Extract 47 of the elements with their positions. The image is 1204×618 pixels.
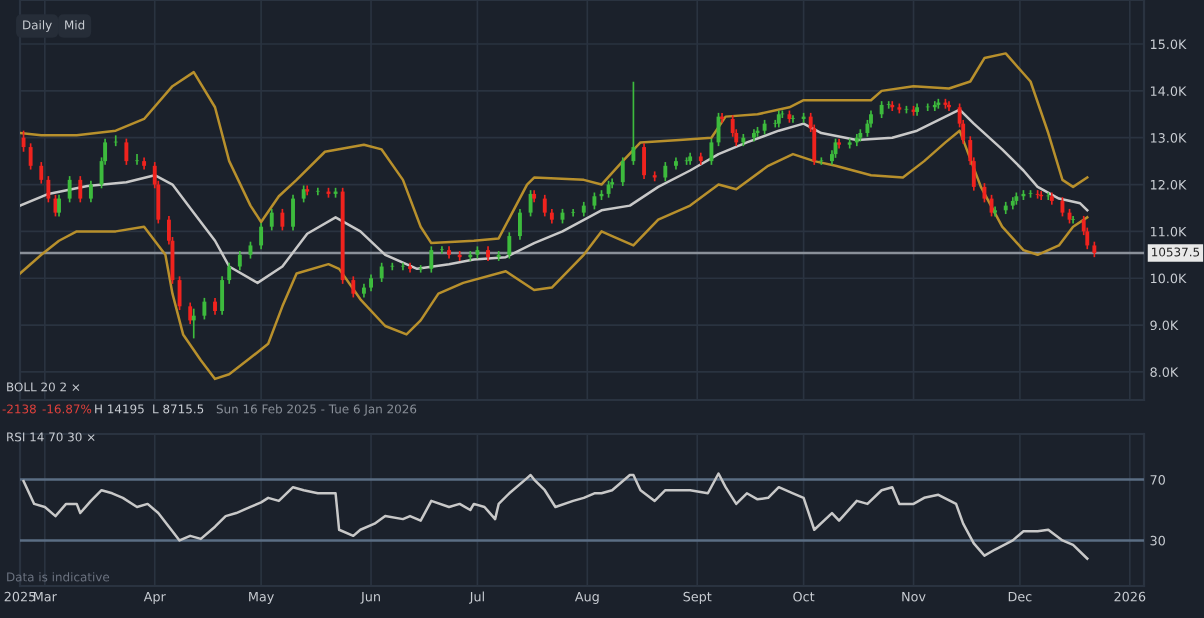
candlestick	[400, 261, 405, 272]
candlestick	[291, 194, 295, 232]
candlestick	[28, 142, 33, 171]
candlestick	[259, 222, 264, 251]
candlestick	[1071, 215, 1076, 225]
candlestick	[67, 175, 72, 204]
candlestick	[379, 261, 384, 283]
candlestick	[620, 156, 625, 187]
candlestick	[390, 261, 395, 272]
candlestick	[57, 194, 61, 218]
candlestick	[39, 161, 44, 185]
candlestick	[663, 161, 668, 183]
candlestick	[418, 264, 423, 274]
candlestick	[351, 275, 356, 299]
candlestick	[886, 100, 891, 110]
candlestick	[982, 182, 987, 204]
candlestick	[124, 137, 129, 166]
candlestick	[135, 153, 139, 166]
candlestick	[88, 179, 93, 204]
line-series	[20, 129, 1089, 381]
line-series	[20, 52, 1089, 245]
candlestick	[730, 114, 735, 138]
candlestick	[642, 142, 646, 180]
candlestick	[791, 114, 795, 124]
candlestick	[227, 261, 232, 285]
candlestick	[439, 245, 444, 255]
candlestick	[280, 208, 285, 232]
line-series	[22, 472, 1089, 560]
candlestick	[773, 119, 778, 129]
candlestick	[542, 194, 547, 218]
candlestick	[78, 175, 83, 204]
candlestick	[188, 301, 193, 325]
candlestick	[507, 231, 512, 260]
candlestick	[429, 245, 434, 274]
candlestick	[220, 275, 225, 316]
candlestick	[518, 208, 522, 241]
candlestick	[202, 297, 207, 321]
candlestick	[237, 250, 242, 272]
candlestick	[46, 175, 51, 204]
candlestick	[269, 208, 274, 232]
candlestick	[1060, 196, 1065, 218]
candlestick	[315, 186, 320, 197]
candlestick	[709, 137, 714, 166]
candlestick	[571, 208, 576, 218]
candlestick	[631, 80, 636, 166]
line-series	[20, 108, 1089, 285]
candlestick	[177, 275, 182, 311]
